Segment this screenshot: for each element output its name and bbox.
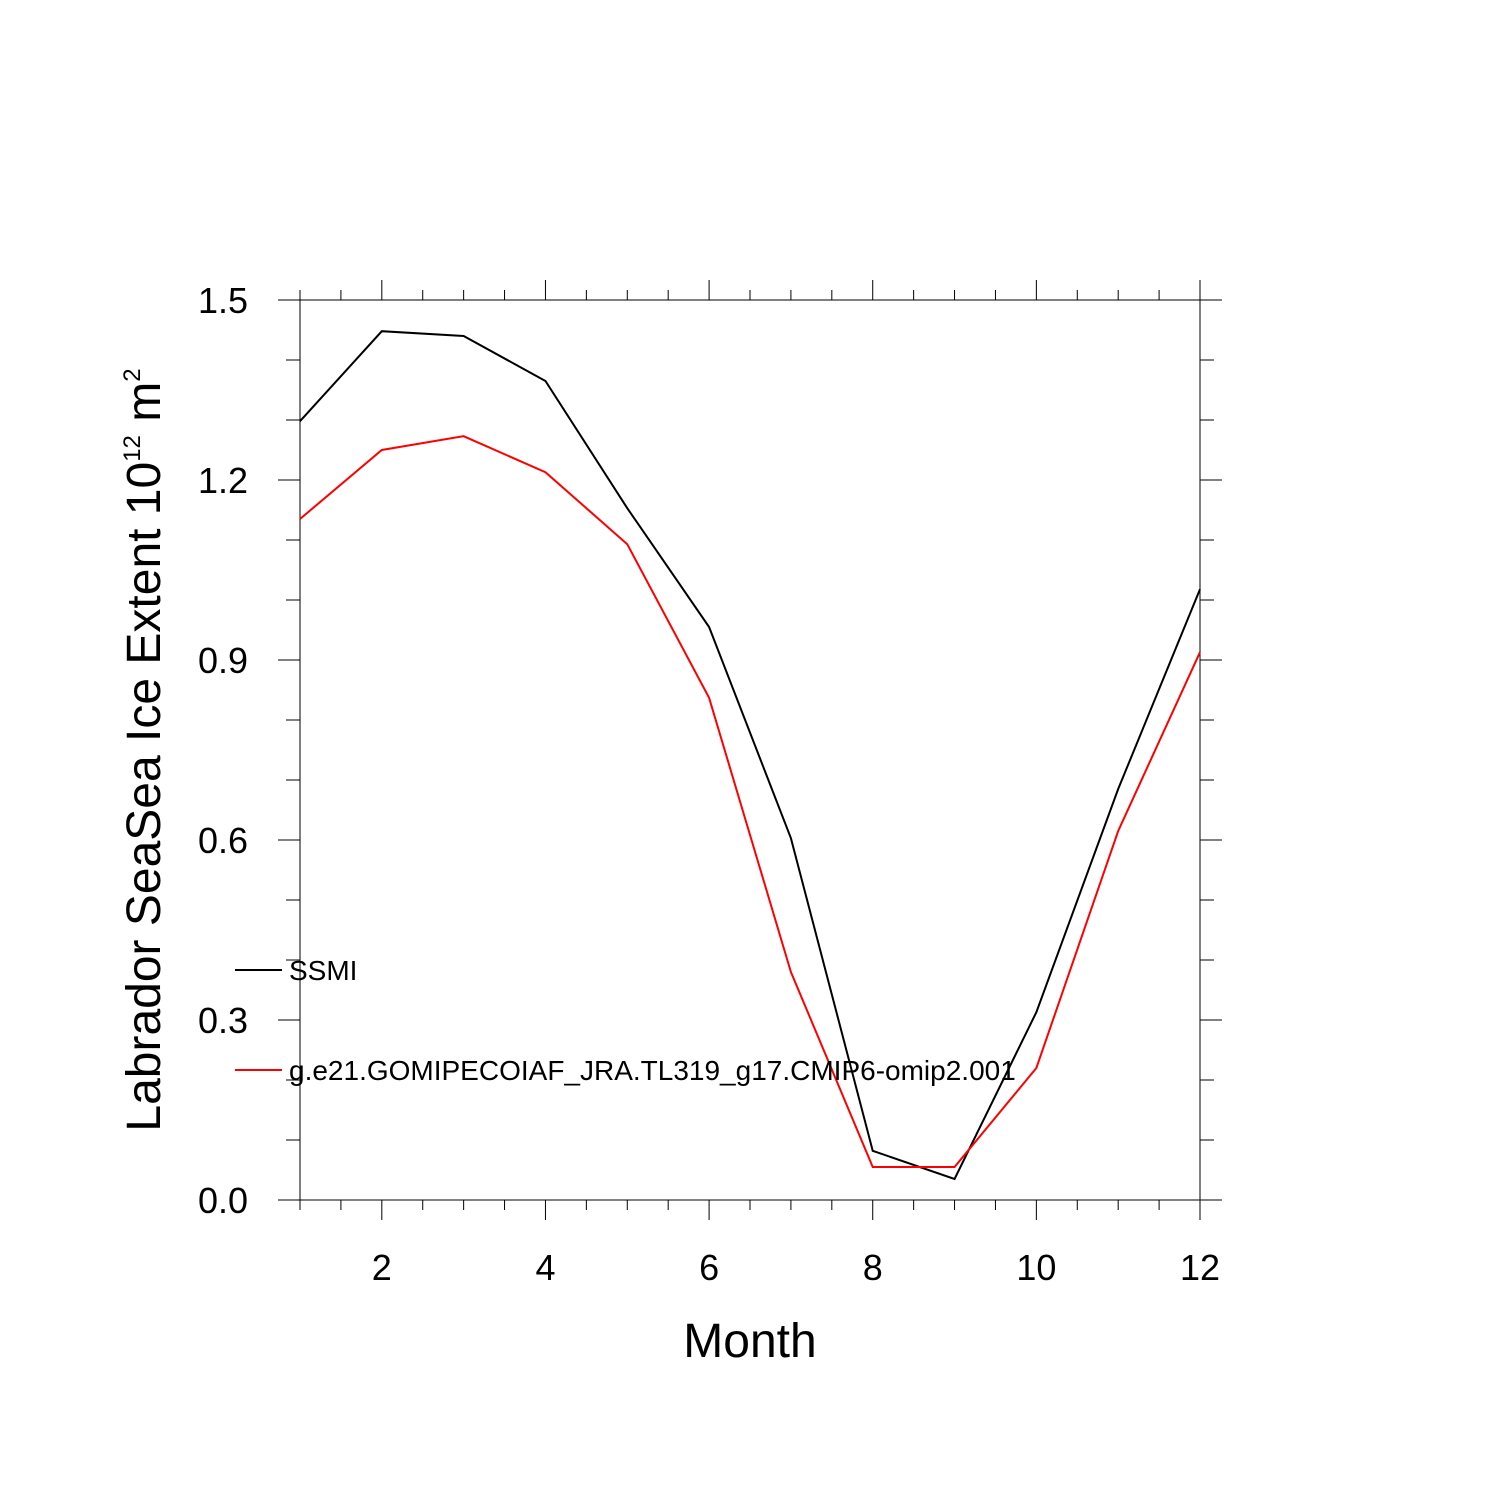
y-axis-title: Labrador SeaSea Ice Extent 1012 m2 [118,368,171,1131]
y-tick-label: 0.0 [198,1180,248,1221]
y-tick-label: 1.5 [198,280,248,321]
x-tick-label: 10 [1016,1247,1056,1288]
series-line-1 [299,330,1201,1181]
y-axis-title-unit-exponent: 2 [119,368,146,381]
x-tick-label: 8 [863,1247,883,1288]
legend: SSMI g.e21.GOMIPECOIAF_JRA.TL319_g17.CMIP… [235,955,1016,1086]
y-tick-label: 0.3 [198,1000,248,1041]
x-tick-label: 12 [1180,1247,1220,1288]
axis-ticks [278,280,1222,1220]
y-tick-label: 1.2 [198,460,248,501]
tick-labels: 2 4 6 8 10 12 0.0 0.3 0.6 0.9 1.2 1.5 [198,280,1220,1288]
y-axis-title-unit: m [118,382,171,435]
series-lines [299,330,1201,1181]
x-axis-title: Month [683,1315,816,1368]
y-axis-title-exponent: 12 [119,435,146,462]
x-tick-label: 2 [372,1247,392,1288]
legend-label-2: g.e21.GOMIPECOIAF_JRA.TL319_g17.CMIP6-om… [289,1055,1016,1086]
series-line-2 [299,435,1201,1168]
legend-label-1: SSMI [289,955,357,986]
y-tick-label: 0.6 [198,820,248,861]
y-axis-title-text: Labrador SeaSea Ice Extent 10 [118,462,171,1132]
y-tick-label: 0.9 [198,640,248,681]
x-tick-label: 6 [699,1247,719,1288]
x-tick-label: 4 [535,1247,555,1288]
